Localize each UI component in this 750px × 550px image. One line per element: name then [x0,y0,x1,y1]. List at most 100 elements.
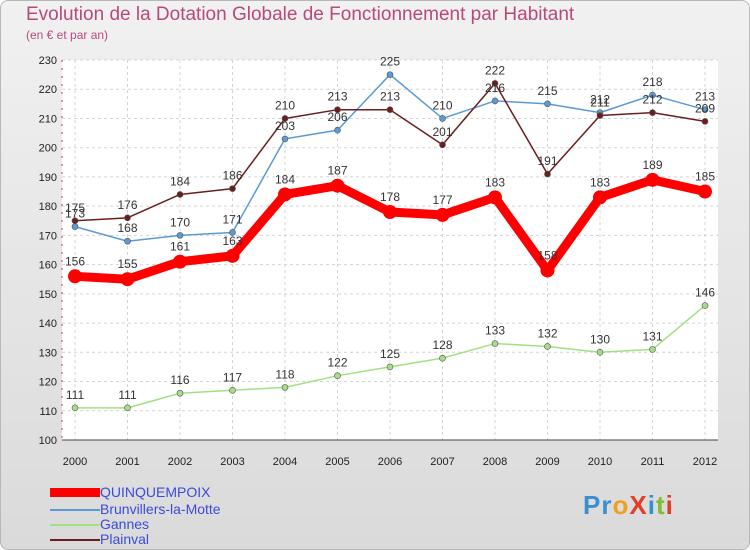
point-quinquempoix[interactable] [278,187,292,202]
point-plainval[interactable] [124,214,131,222]
point-quinquempoix[interactable] [435,207,450,222]
point-gannes[interactable] [334,372,341,379]
point-plainval[interactable] [386,106,394,113]
point-gannes[interactable] [176,389,184,397]
y-tick-label: 230 [39,55,57,67]
point-quinquempoix[interactable] [173,254,187,269]
data-label-gannes: 133 [485,324,505,338]
point-plainval[interactable] [334,106,341,113]
x-tick-label: 2002 [168,456,192,468]
data-labels: 111 111 116 117 118 122 125 128 133 132 130 131 146 1… [65,55,715,402]
point-gannes[interactable] [124,404,131,412]
x-tick-label: 2004 [273,456,297,468]
point-gannes[interactable] [544,343,551,350]
point-plainval[interactable] [439,141,446,149]
data-label-brunvillers: 210 [432,98,452,112]
point-quinquempoix[interactable] [225,248,240,263]
y-tick-label: 210 [39,113,57,125]
point-gannes[interactable] [229,387,236,394]
grid [62,59,718,441]
data-label-quinquempoix: 178 [380,190,400,204]
data-label-quinquempoix: 163 [222,234,242,248]
point-plainval[interactable] [71,217,79,225]
data-label-quinquempoix: 158 [537,248,557,262]
data-label-brunvillers: 173 [65,207,85,221]
point-quinquempoix[interactable] [383,205,397,219]
data-label-gannes: 111 [118,388,137,402]
point-plainval[interactable] [281,115,289,122]
point-gannes[interactable] [701,302,709,309]
point-brunvillers[interactable] [491,97,499,105]
y-tick-label: 180 [39,201,57,213]
data-label-brunvillers: 218 [642,75,662,89]
point-plainval[interactable] [596,112,604,119]
point-quinquempoix[interactable] [645,172,660,187]
data-label-quinquempoix: 183 [485,175,505,189]
point-gannes[interactable] [491,340,499,347]
point-quinquempoix[interactable] [540,263,555,278]
point-brunvillers[interactable] [439,115,446,122]
point-brunvillers[interactable] [281,135,289,143]
point-quinquempoix[interactable] [120,272,135,287]
y-tick-label: 100 [39,435,57,447]
point-quinquempoix[interactable] [698,184,712,199]
chart-title: Evolution de la Dotation Globale de Fonc… [26,4,575,25]
data-label-plainval: 222 [485,63,505,77]
point-gannes[interactable] [596,349,604,356]
data-label-brunvillers: 225 [380,55,400,69]
point-quinquempoix[interactable] [330,178,345,193]
point-quinquempoix[interactable] [488,190,502,205]
x-tick-label: 2007 [430,456,454,468]
point-plainval[interactable] [701,118,709,125]
point-plainval[interactable] [544,170,551,178]
point-quinquempoix[interactable] [68,269,82,284]
x-tick-label: 2006 [378,456,402,468]
legend-item-quinquempoix[interactable]: QUINQUEMPOIX [50,484,210,500]
legend-item-gannes[interactable]: Gannes [50,516,149,532]
data-label-quinquempoix: 161 [170,240,190,254]
data-label-plainval: 201 [432,125,452,139]
point-brunvillers[interactable] [701,106,709,113]
legend-swatch-gannes [50,524,100,526]
x-tick-label: 2012 [693,456,717,468]
data-label-plainval: 212 [642,93,662,107]
legend-item-brunvillers[interactable]: Brunvillers-la-Motte [50,501,221,517]
data-label-quinquempoix: 156 [65,254,85,268]
point-brunvillers[interactable] [334,126,341,134]
y-tick-label: 190 [39,172,57,184]
point-brunvillers[interactable] [71,223,79,230]
point-quinquempoix[interactable] [593,190,607,205]
data-label-gannes: 125 [380,347,400,361]
point-brunvillers[interactable] [229,229,236,236]
data-label-quinquempoix: 185 [695,170,715,184]
proxiti-logo: ProXiti [583,490,674,520]
data-label-gannes: 130 [590,332,610,346]
point-gannes[interactable] [386,363,394,371]
data-label-brunvillers: 212 [590,93,610,107]
point-brunvillers[interactable] [649,91,656,99]
legend-swatch-quinquempoix [50,488,100,497]
data-label-plainval: 209 [695,101,715,115]
data-label-gannes: 132 [537,326,557,340]
point-brunvillers[interactable] [176,232,184,239]
data-label-quinquempoix: 183 [590,175,610,189]
legend-item-plainval[interactable]: Plainval [50,531,149,547]
point-plainval[interactable] [491,80,499,87]
point-gannes[interactable] [281,384,289,391]
point-brunvillers[interactable] [544,100,551,108]
point-plainval[interactable] [649,109,656,116]
data-label-plainval: 184 [170,174,190,188]
point-plainval[interactable] [176,191,184,198]
point-gannes[interactable] [649,346,656,353]
data-label-quinquempoix: 187 [327,164,347,178]
x-tick-label: 2003 [220,456,244,468]
point-brunvillers[interactable] [124,237,131,245]
point-gannes[interactable] [439,354,446,362]
point-plainval[interactable] [229,185,236,192]
point-brunvillers[interactable] [386,71,394,78]
data-label-gannes: 111 [66,388,85,402]
point-gannes[interactable] [71,404,79,412]
x-tick-label: 2010 [588,456,612,468]
data-label-brunvillers: 203 [275,119,295,133]
